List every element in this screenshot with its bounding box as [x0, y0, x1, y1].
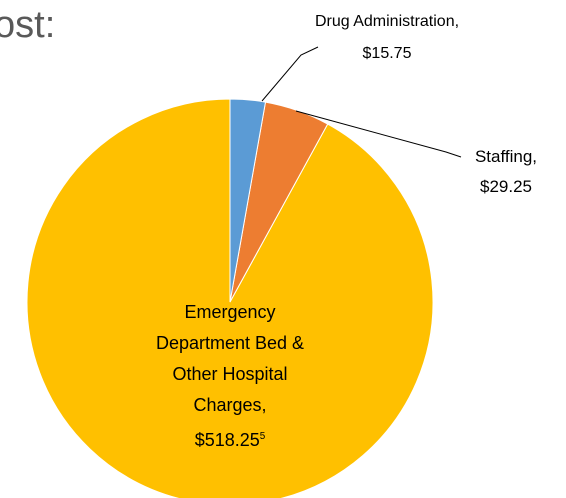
leader-line — [261, 46, 319, 102]
slice-label: Staffing, $29.25 — [451, 142, 561, 202]
slice-label: Emergency Department Bed & Other Hospita… — [150, 297, 310, 456]
category-label: Drug Administration, — [314, 13, 460, 30]
category-label: Emergency Department Bed & Other Hospita… — [155, 302, 305, 415]
value-label: $518.25 — [194, 430, 260, 450]
footnote-mark: 5 — [259, 431, 266, 442]
value-label: $29.25 — [480, 177, 532, 196]
slice-label: Drug Administration, $15.75 — [307, 6, 467, 70]
value-label-line: $29.25 — [451, 172, 561, 202]
value-label-line: $518.255 — [150, 421, 310, 456]
pie-slice — [229, 98, 267, 303]
value-label-line: $15.75 — [307, 38, 467, 70]
leader-line — [295, 110, 462, 158]
chart-title: ost: — [0, 4, 56, 46]
category-label: Staffing, — [474, 147, 538, 166]
value-label: $15.75 — [362, 45, 412, 62]
